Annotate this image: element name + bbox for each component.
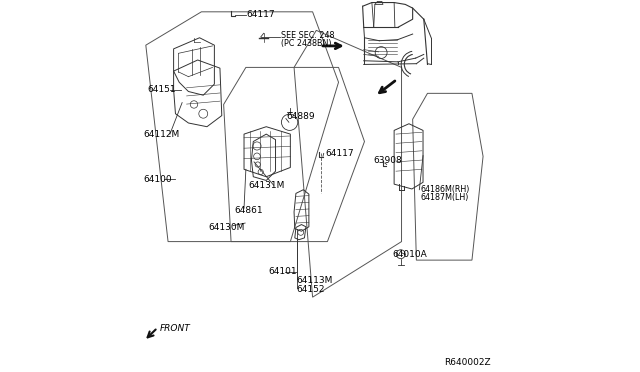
Text: 64131M: 64131M bbox=[249, 181, 285, 190]
Text: 64113M: 64113M bbox=[297, 276, 333, 285]
Text: 64112M: 64112M bbox=[143, 129, 179, 139]
Text: FRONT: FRONT bbox=[160, 324, 191, 333]
Text: 64186M(RH): 64186M(RH) bbox=[420, 185, 470, 194]
Text: 64151: 64151 bbox=[148, 85, 176, 94]
Text: SEE SEC. 248: SEE SEC. 248 bbox=[282, 31, 335, 41]
Text: 64117: 64117 bbox=[326, 149, 354, 158]
Text: 64861: 64861 bbox=[234, 206, 262, 215]
Text: 64889: 64889 bbox=[287, 112, 316, 121]
Text: 64100: 64100 bbox=[143, 175, 172, 184]
Text: 64101: 64101 bbox=[269, 267, 298, 276]
Text: 64152: 64152 bbox=[297, 285, 325, 294]
Text: 64117: 64117 bbox=[246, 10, 275, 19]
Text: 64010A: 64010A bbox=[392, 250, 427, 259]
Text: 64130M: 64130M bbox=[209, 223, 245, 232]
Text: 64187M(LH): 64187M(LH) bbox=[420, 193, 468, 202]
Text: (PC 2438BN): (PC 2438BN) bbox=[282, 39, 332, 48]
Text: R640002Z: R640002Z bbox=[444, 357, 490, 366]
Text: 63908: 63908 bbox=[374, 156, 403, 165]
